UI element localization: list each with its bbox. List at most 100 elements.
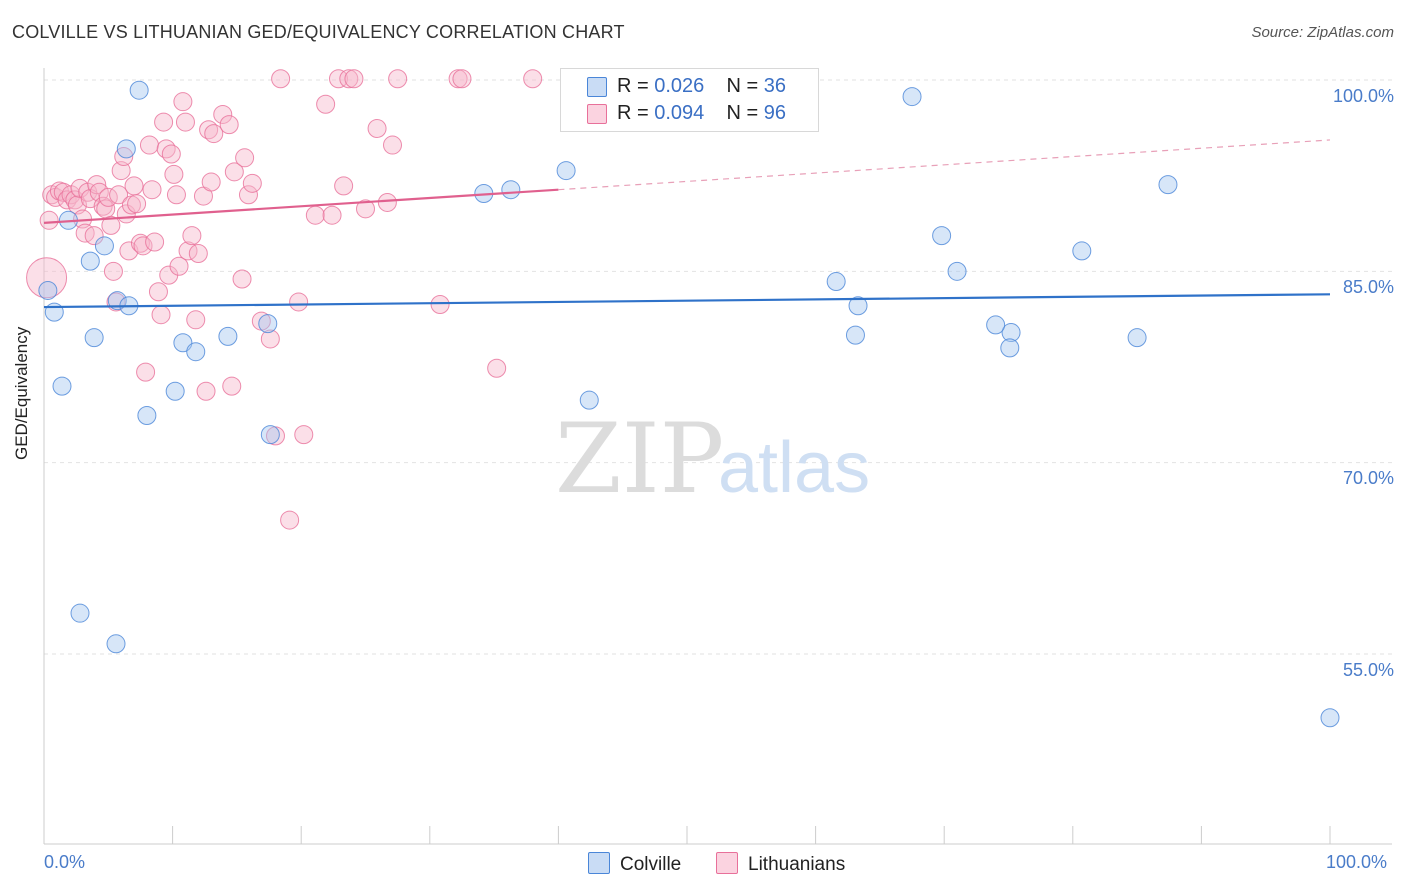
colville-point [80,251,100,271]
axes [43,68,1392,845]
colville-point [902,87,922,107]
colville-point [218,326,238,346]
lithuanians-point [334,176,354,196]
lithuanians-point [316,94,336,114]
colville-point [165,381,185,401]
y-axis-label: GED/Equivalency [12,326,31,460]
colville-point [947,261,967,281]
colville-point [1000,338,1020,358]
lithuanians-point [103,261,123,281]
n-value: 96 [763,102,787,124]
colville-point [129,80,149,100]
r-label: R = [617,75,649,97]
lithuanians-point [109,185,129,205]
colville-point [826,272,846,292]
colville-point [38,280,58,300]
lithuanians-point [271,69,291,89]
lithuanians-point [173,92,193,112]
lithuanians-point [164,164,184,184]
colville-point [52,376,72,396]
lithuanians-point [57,190,77,210]
chart-title: COLVILLE VS LITHUANIAN GED/EQUIVALENCY C… [12,22,625,42]
lithuanians-point [294,425,314,445]
lithuanians-point [204,124,224,144]
lithuanians-point [156,139,176,159]
lithuanians-point [344,69,364,89]
colville-point [848,296,868,316]
colville-point [1158,175,1178,195]
r-value: 0.026 [654,75,705,97]
colville-point [106,634,126,654]
lithuanians-point [175,112,195,132]
lithuanians-point [89,182,109,202]
lithuanians-point [151,305,171,325]
y-tick-label: 70.0% [1342,468,1394,488]
lithuanians-point [487,358,507,378]
lithuanians-point [87,175,107,195]
x-tick-label: 0.0% [44,852,86,872]
colville-points [38,67,1340,728]
lithuanians-trend-line [43,188,559,224]
lithuanians-point [232,269,252,289]
lithuanians-trend-extension [558,139,1331,191]
lithuanians-point [260,329,280,349]
source-label: Source: ZipAtlas.com [1251,24,1394,41]
r-value: 0.094 [654,102,705,124]
colville-point [501,180,521,200]
lithuanians-point [133,236,153,256]
lithuanians-point [452,69,472,89]
lithuanians-point [222,376,242,396]
n-label: N = [726,102,759,124]
colville-swatch [587,77,607,97]
x-tick-label: 100.0% [1326,852,1388,872]
colville-point [84,328,104,348]
lithuanians-point [339,69,359,89]
lithuanians-point [84,226,104,246]
bottom-legend-lithuanians: Lithuanians [716,852,845,876]
r-label: R = [617,102,649,124]
colville-point [94,236,114,256]
lithuanians-point [145,232,165,252]
lithuanians-point [142,180,162,200]
colville-point [1320,708,1340,728]
colville-point [579,390,599,410]
lithuanians-point [127,194,147,214]
colville-point [932,226,952,246]
lithuanians-point [114,147,134,167]
watermark-atlas: atlas [718,428,870,508]
colville-point [986,315,1006,335]
lithuanians-point [242,173,262,193]
lithuanians-point [101,215,121,235]
colville-point [556,161,576,181]
lithuanians-point [367,118,387,138]
legend: R = 0.026 N = 36 R = 0.094 N = 96 [560,68,819,132]
lithuanians-swatch [716,852,738,874]
n-value: 36 [763,75,787,97]
colville-point [137,405,157,425]
colville-swatch [588,852,610,874]
lithuanians-point [161,144,181,164]
colville-point [186,342,206,362]
lithuanians-point [182,226,202,246]
lithuanians-point [93,196,113,216]
lithuanians-point [280,510,300,530]
lithuanians-point [377,192,397,212]
lithuanians-point [430,294,450,314]
n-label: N = [726,75,759,97]
colville-point [1001,323,1021,343]
lithuanians-point [305,205,325,225]
lithuanians-point [383,135,403,155]
watermark: ZIP atlas [555,403,870,515]
bottom-legend-colville: Colville [588,852,681,876]
lithuanians-point [224,162,244,182]
lithuanians-label: Lithuanians [748,854,846,875]
lithuanians-point [235,148,255,168]
colville-point [258,314,278,334]
lithuanians-point [124,176,144,196]
lithuanians-point [148,282,168,302]
lithuanians-point [213,104,233,124]
lithuanians-point [188,243,208,263]
colville-point [70,603,90,623]
lithuanians-point [130,233,150,253]
